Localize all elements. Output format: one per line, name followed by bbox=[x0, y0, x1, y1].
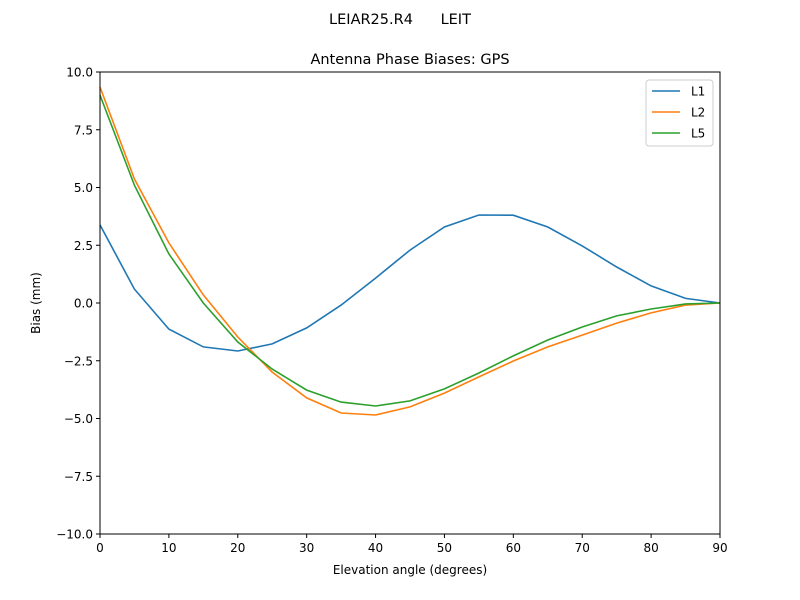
y-tick-label: −10.0 bbox=[56, 528, 93, 542]
legend-label: L2 bbox=[691, 106, 705, 120]
x-tick-label: 80 bbox=[643, 541, 658, 555]
x-axis-label: Elevation angle (degrees) bbox=[333, 563, 487, 577]
x-tick-label: 0 bbox=[96, 541, 104, 555]
series-line-l2 bbox=[99, 86, 721, 416]
x-tick-label: 60 bbox=[506, 541, 521, 555]
legend: L1 L2 L5 bbox=[645, 79, 714, 147]
legend-label: L5 bbox=[691, 127, 705, 141]
x-tick-label: 20 bbox=[230, 541, 245, 555]
suptitle: LEIAR25.R4 LEIT bbox=[329, 12, 471, 28]
series-line-l5 bbox=[99, 94, 721, 407]
chart-title: Antenna Phase Biases: GPS bbox=[310, 52, 509, 68]
series-line-l1 bbox=[99, 214, 721, 352]
y-tick-label: 5.0 bbox=[74, 181, 93, 195]
x-tick-label: 30 bbox=[299, 541, 314, 555]
y-axis-label: Bias (mm) bbox=[29, 272, 43, 334]
x-tick-label: 40 bbox=[368, 541, 383, 555]
plot-frame bbox=[99, 71, 721, 535]
y-tick-label: 10.0 bbox=[66, 66, 93, 80]
y-tick-label: 0.0 bbox=[74, 297, 93, 311]
y-tick-label: 7.5 bbox=[74, 123, 93, 137]
legend-box bbox=[645, 79, 714, 147]
x-tick-label: 10 bbox=[161, 541, 176, 555]
y-tick-label: −7.5 bbox=[64, 470, 93, 484]
legend-label: L1 bbox=[691, 85, 705, 99]
x-tick-label: 90 bbox=[712, 541, 727, 555]
y-tick-label: −2.5 bbox=[64, 354, 93, 368]
y-tick-label: 2.5 bbox=[74, 239, 93, 253]
x-tick-label: 70 bbox=[575, 541, 590, 555]
x-tick-label: 50 bbox=[437, 541, 452, 555]
y-tick-label: −5.0 bbox=[64, 412, 93, 426]
